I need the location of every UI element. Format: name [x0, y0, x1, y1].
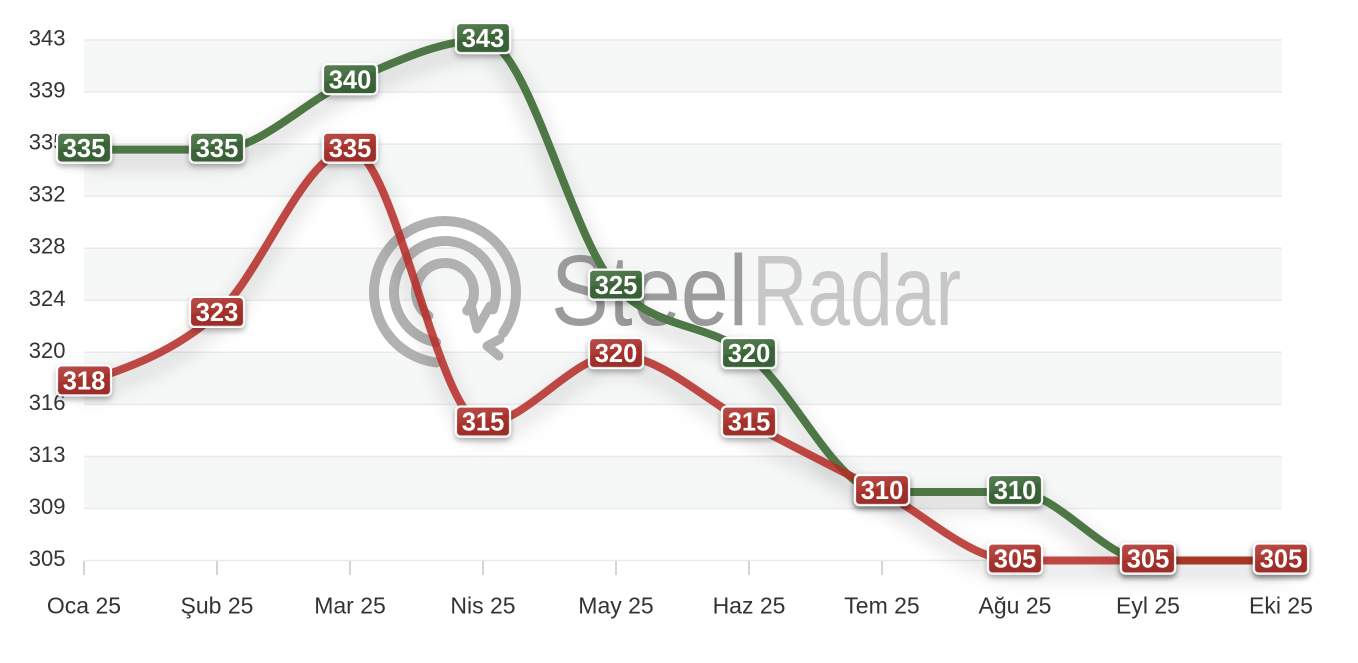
svg-text:May 25: May 25 — [578, 593, 653, 619]
svg-text:305: 305 — [994, 546, 1037, 574]
svg-text:305: 305 — [1127, 546, 1170, 574]
svg-text:318: 318 — [63, 368, 106, 396]
svg-text:Steel: Steel — [551, 235, 748, 347]
svg-text:Eki 25: Eki 25 — [1249, 593, 1313, 619]
svg-text:Radar: Radar — [752, 235, 961, 347]
svg-text:335: 335 — [329, 135, 372, 163]
svg-text:Eyl 25: Eyl 25 — [1116, 593, 1180, 619]
svg-text:305: 305 — [29, 546, 66, 571]
svg-text:332: 332 — [29, 182, 66, 207]
svg-text:328: 328 — [29, 234, 66, 259]
svg-text:324: 324 — [29, 286, 66, 311]
svg-text:310: 310 — [861, 477, 904, 505]
svg-text:325: 325 — [595, 272, 638, 300]
svg-text:315: 315 — [462, 409, 505, 437]
svg-text:323: 323 — [196, 299, 239, 327]
svg-text:309: 309 — [29, 494, 66, 519]
svg-text:340: 340 — [329, 66, 372, 94]
svg-text:315: 315 — [728, 409, 771, 437]
svg-text:335: 335 — [196, 135, 239, 163]
svg-text:305: 305 — [1260, 546, 1303, 574]
svg-text:Mar 25: Mar 25 — [314, 593, 386, 619]
svg-text:343: 343 — [462, 25, 505, 53]
svg-text:320: 320 — [595, 340, 638, 368]
svg-text:313: 313 — [29, 442, 66, 467]
svg-text:Ağu 25: Ağu 25 — [979, 593, 1052, 619]
svg-text:310: 310 — [994, 477, 1037, 505]
svg-text:Oca 25: Oca 25 — [47, 593, 121, 619]
svg-text:Haz 25: Haz 25 — [713, 593, 786, 619]
svg-text:Nis 25: Nis 25 — [450, 593, 515, 619]
svg-text:343: 343 — [29, 26, 66, 51]
svg-text:Şub 25: Şub 25 — [181, 593, 254, 619]
svg-text:320: 320 — [29, 338, 66, 363]
svg-text:339: 339 — [29, 78, 66, 103]
svg-text:320: 320 — [728, 340, 771, 368]
svg-text:335: 335 — [63, 135, 106, 163]
svg-text:Tem 25: Tem 25 — [844, 593, 919, 619]
